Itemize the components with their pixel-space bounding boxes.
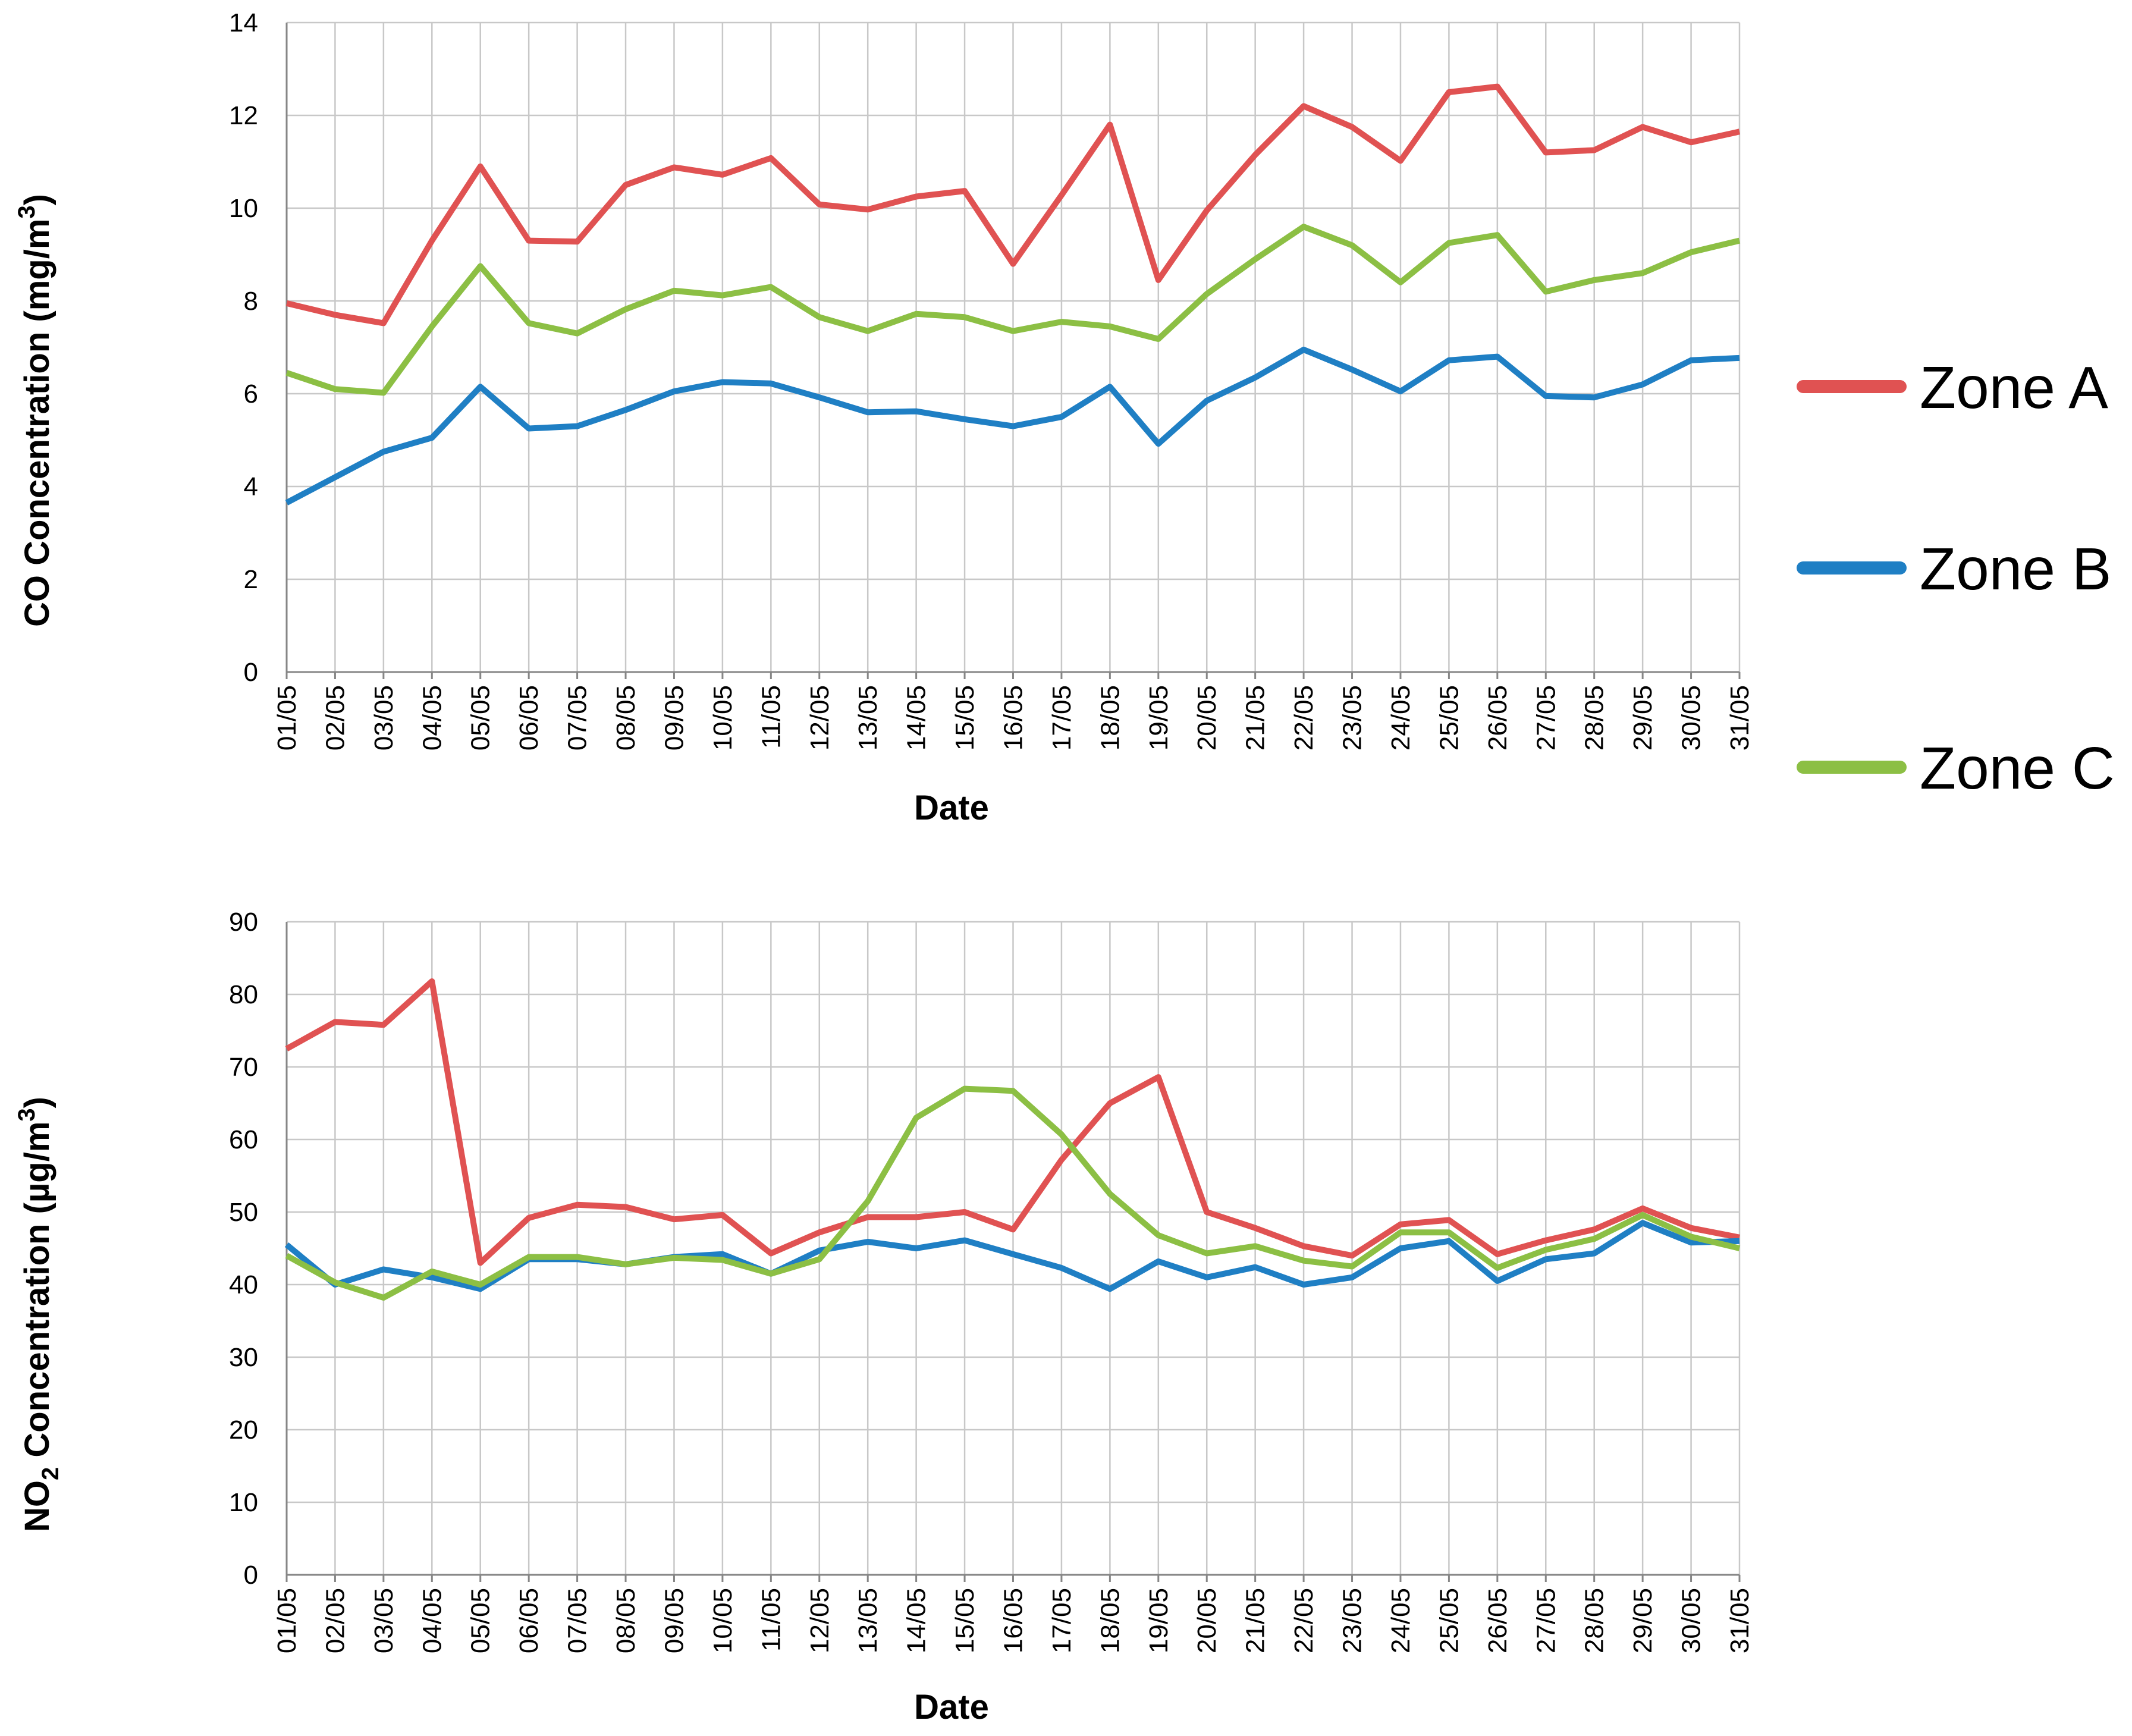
no2-x-tick-label: 25/05 (1434, 1588, 1464, 1653)
co-x-tick-label: 19/05 (1144, 685, 1173, 751)
co-y-tick-label: 8 (244, 287, 258, 316)
no2-x-tick-label: 22/05 (1289, 1588, 1318, 1653)
co-x-tick-label: 21/05 (1241, 685, 1270, 751)
no2-x-tick-label: 05/05 (466, 1588, 495, 1653)
no2-x-tick-label: 13/05 (853, 1588, 883, 1653)
no2-chart: NO2 Concentration (µg/m3) Date 0 10 20 30 40… (14, 908, 1754, 1726)
no2-x-tick-label: 17/05 (1047, 1588, 1076, 1653)
no2-x-tick-label: 19/05 (1144, 1588, 1173, 1653)
no2-x-tick-label: 23/05 (1338, 1588, 1367, 1653)
no2-x-tick-label: 02/05 (321, 1588, 350, 1653)
co-x-tick-label: 30/05 (1677, 685, 1706, 751)
co-y-tick-label: 6 (244, 379, 258, 409)
no2-y-tick-label: 40 (229, 1270, 258, 1299)
no2-y-axis-title: NO2 Concentration (µg/m3) (14, 1097, 64, 1532)
no2-x-tick-label: 11/05 (756, 1588, 786, 1652)
no2-x-tick-label: 08/05 (611, 1588, 640, 1653)
no2-y-tick-label: 70 (229, 1053, 258, 1082)
no2-y-tick-label: 60 (229, 1125, 258, 1154)
co-x-tick-label: 15/05 (950, 685, 979, 751)
no2-x-tick-label: 07/05 (563, 1588, 592, 1653)
co-y-tick-label: 4 (244, 472, 258, 501)
co-x-tick-label: 31/05 (1725, 685, 1754, 751)
co-x-tick-label: 05/05 (466, 685, 495, 751)
legend-label-zone-a: Zone A (1920, 354, 2108, 421)
no2-x-tick-label: 26/05 (1483, 1588, 1512, 1653)
co-y-tick-label: 14 (229, 8, 258, 37)
co-x-tick-label: 04/05 (417, 685, 447, 751)
co-x-tick-label: 24/05 (1386, 685, 1415, 751)
no2-x-tick-label: 03/05 (369, 1588, 398, 1653)
co-y-tick-label: 12 (229, 101, 258, 130)
no2-x-tick-label: 21/05 (1241, 1588, 1270, 1653)
co-series-line-zone-c (285, 224, 1741, 396)
no2-x-tick-label: 14/05 (902, 1588, 931, 1653)
co-y-tick-label: 0 (244, 658, 258, 687)
legend-label-zone-b: Zone B (1920, 536, 2111, 602)
co-x-tick-label: 20/05 (1192, 685, 1222, 751)
co-x-tick-label: 09/05 (660, 685, 689, 751)
co-x-tick-label: 01/05 (272, 685, 302, 751)
co-x-tick-label: 18/05 (1095, 685, 1125, 751)
no2-x-tick-label: 18/05 (1095, 1588, 1125, 1653)
co-x-tick-label: 23/05 (1338, 685, 1367, 751)
co-x-tick-label: 14/05 (902, 685, 931, 751)
co-chart: CO Concentration (mg/m3) Date 0 2 4 6 8 10 12 1… (14, 8, 1754, 827)
no2-x-tick-label: 15/05 (950, 1588, 979, 1653)
no2-x-tick-label: 09/05 (660, 1588, 689, 1653)
no2-y-tick-label: 10 (229, 1488, 258, 1517)
no2-y-tick-label: 0 (244, 1561, 258, 1590)
legend: Zone A Zone B Zone C (1797, 354, 2115, 802)
no2-x-tick-label: 28/05 (1580, 1588, 1609, 1653)
co-x-tick-label: 29/05 (1628, 685, 1657, 751)
no2-y-tick-label: 90 (229, 908, 258, 937)
co-x-tick-label: 11/05 (756, 685, 786, 749)
co-x-tick-label: 16/05 (999, 685, 1028, 751)
co-x-tick-label: 22/05 (1289, 685, 1318, 751)
legend-label-zone-c: Zone C (1920, 735, 2115, 802)
no2-y-tick-label: 30 (229, 1343, 258, 1372)
co-x-tick-label: 08/05 (611, 685, 640, 751)
co-x-tick-label: 28/05 (1580, 685, 1609, 751)
no2-series-line-zone-a (285, 978, 1740, 1266)
co-x-tick-label: 13/05 (853, 685, 883, 751)
no2-x-tick-label: 29/05 (1628, 1588, 1657, 1653)
co-x-axis-title: Date (914, 789, 989, 827)
no2-y-tick-label: 80 (229, 980, 258, 1009)
co-x-tick-label: 27/05 (1531, 685, 1560, 751)
co-y-tick-label: 10 (229, 194, 258, 223)
no2-x-tick-label: 16/05 (999, 1588, 1028, 1653)
no2-y-tick-label: 20 (229, 1415, 258, 1445)
co-x-tick-label: 03/05 (369, 685, 398, 751)
no2-series-line-zone-c (285, 1085, 1741, 1301)
no2-x-tick-label: 12/05 (805, 1588, 834, 1653)
co-y-tick-label: 2 (244, 565, 258, 594)
co-series-line-zone-b (285, 346, 1740, 506)
no2-x-axis-title: Date (914, 1688, 989, 1726)
co-x-tick-label: 26/05 (1483, 685, 1512, 751)
no2-x-tick-label: 10/05 (708, 1588, 737, 1653)
co-x-tick-label: 10/05 (708, 685, 737, 751)
co-x-tick-label: 02/05 (321, 685, 350, 751)
no2-y-tick-label: 50 (229, 1198, 258, 1227)
no2-x-tick-label: 30/05 (1677, 1588, 1706, 1653)
co-y-axis-title: CO Concentration (mg/m3) (14, 194, 56, 627)
no2-x-tick-label: 06/05 (514, 1588, 544, 1653)
co-x-tick-label: 17/05 (1047, 685, 1076, 751)
no2-x-tick-label: 04/05 (417, 1588, 447, 1653)
no2-x-tick-label: 27/05 (1531, 1588, 1560, 1653)
no2-x-tick-label: 20/05 (1192, 1588, 1222, 1653)
co-x-tick-label: 06/05 (514, 685, 544, 751)
no2-x-tick-label: 24/05 (1386, 1588, 1415, 1653)
co-x-tick-label: 12/05 (805, 685, 834, 751)
co-x-tick-label: 07/05 (563, 685, 592, 751)
no2-x-tick-label: 01/05 (272, 1588, 302, 1653)
co-x-tick-label: 25/05 (1434, 685, 1464, 751)
co-series-line-zone-a (285, 83, 1741, 327)
no2-x-tick-label: 31/05 (1725, 1588, 1754, 1653)
